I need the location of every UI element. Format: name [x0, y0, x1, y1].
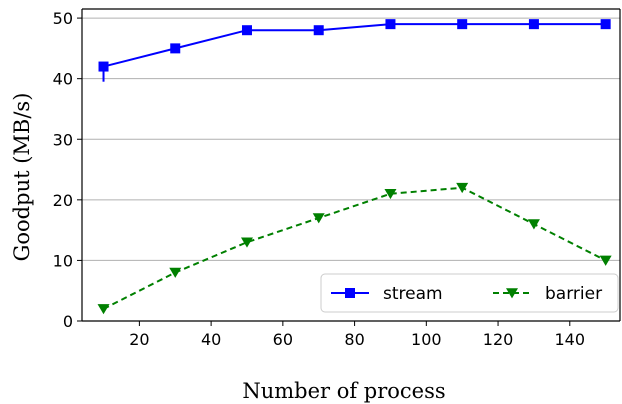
- plot-area: [97, 19, 612, 315]
- x-tick-label-60: 60: [273, 330, 293, 349]
- barrier-point: [527, 219, 540, 230]
- x-tick-label-80: 80: [344, 330, 364, 349]
- x-tick-label-120: 120: [483, 330, 514, 349]
- barrier-point: [312, 213, 325, 224]
- x-tick-label-20: 20: [129, 330, 149, 349]
- x-tick-label-100: 100: [411, 330, 442, 349]
- legend-marker-stream: [345, 288, 355, 298]
- stream-line: [103, 23, 606, 68]
- legend-marker-barrier: [506, 288, 518, 299]
- y-tick-label-10: 10: [53, 251, 73, 270]
- barrier-point: [384, 188, 397, 200]
- series-stream: [98, 19, 611, 82]
- stream-point: [457, 19, 468, 30]
- stream-point: [313, 25, 324, 36]
- x-axis-title: Number of process: [242, 379, 445, 403]
- stream-point: [241, 25, 252, 36]
- gridlines: [82, 17, 620, 261]
- barrier-point: [599, 255, 612, 266]
- stream-point: [98, 61, 109, 72]
- x-tick-label-40: 40: [201, 330, 221, 349]
- legend-label-barrier: barrier: [545, 284, 602, 304]
- axes: 0 10 20 30 40 50 20 40 60 80 100 120 140: [53, 8, 621, 349]
- barrier-point: [97, 304, 110, 315]
- stream-point: [528, 19, 539, 30]
- legend: stream barrier: [320, 273, 619, 313]
- barrier-point: [456, 182, 469, 194]
- y-tick-label-50: 50: [53, 9, 73, 28]
- barrier-line: [103, 186, 607, 310]
- x-tick-label-140: 140: [555, 330, 586, 349]
- legend-label-stream: stream: [383, 284, 443, 304]
- y-tick-label-20: 20: [53, 191, 73, 210]
- y-axis-title: Goodput (MB/s): [10, 93, 34, 262]
- barrier-point: [169, 267, 182, 278]
- stream-point: [170, 43, 181, 54]
- barrier-point: [240, 237, 253, 248]
- y-tick-label-30: 30: [53, 130, 73, 149]
- stream-point: [385, 19, 396, 30]
- y-tick-label-0: 0: [63, 312, 73, 331]
- series-barrier: [97, 182, 612, 315]
- legend-box: [320, 273, 619, 313]
- stream-point: [600, 19, 611, 30]
- y-tick-label-40: 40: [53, 70, 73, 89]
